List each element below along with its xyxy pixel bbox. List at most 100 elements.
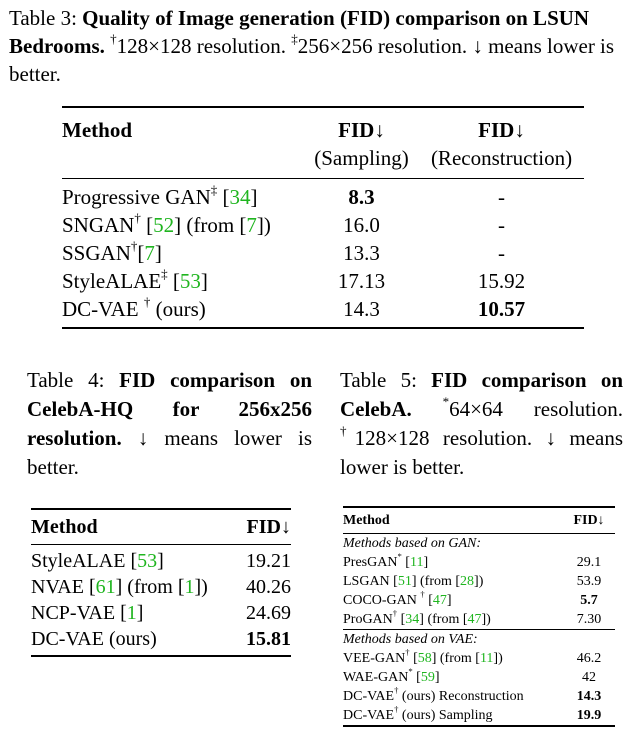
method-name: DC-VAE [343,708,395,723]
table4-caption-bold: FID comparison on CelebA-HQ for 256x256 … [27,368,313,450]
table-row: DC-VAE (ours) 15.81 [31,626,291,657]
table4-caption-prefix: Table 4: [27,368,105,392]
table-row: DC-VAE † (ours) 14.3 10.57 [62,295,584,329]
citation-link[interactable]: 7 [144,241,155,265]
method-name: LSGAN [343,574,390,589]
fid-value: 14.3 [576,689,602,704]
method-name: StyleALAE [62,269,162,293]
method-name: PresGAN [343,555,398,570]
citation-link[interactable]: 11 [479,651,494,666]
method-name: NCP-VAE [31,602,116,624]
method-name: WAE-GAN [343,670,409,685]
table4-caption-tail: ↓ means lower is better. [27,426,312,479]
citation-link[interactable]: 59 [420,670,435,685]
citation-link[interactable]: 7 [246,213,257,237]
table-row: PresGAN* [11] 29.1 [343,552,615,572]
table5-group-gan: Methods based on GAN: [343,533,615,553]
table3-header-fid-reconstruction: FID↓ [419,106,584,144]
method-name: StyleALAE [31,550,126,572]
table-row: Progressive GAN‡ [34] 8.3 - [62,178,584,211]
table5-caption-prefix: Table 5: [340,368,417,392]
citation-link[interactable]: 52 [153,213,175,237]
table4-header-fid: FID↓ [238,508,291,545]
fid-value: 15.81 [246,628,291,650]
table3-header-method: Method [62,106,304,144]
table5-caption-note-dagger: 128×128 resolution. [354,426,533,450]
table5-header-method: Method [343,506,563,534]
citation-link[interactable]: 47 [467,612,482,627]
table5: Method FID↓ Methods based on GAN: PresGA… [343,506,615,727]
table3-header-sampling-sub: (Sampling) [314,145,409,170]
citation-link[interactable]: 47 [432,593,447,608]
citation-link[interactable]: 53 [179,269,201,293]
fid-value: 46.2 [576,651,602,666]
fid-value: 13.3 [343,241,380,265]
fid-value: 10.57 [477,297,526,321]
fid-value: 7.30 [576,612,602,627]
citation-link[interactable]: 53 [137,550,158,572]
table-row: NVAE [61] (from [1]) 40.26 [31,576,291,598]
method-name: COCO-GAN [343,593,417,608]
table4: Method FID↓ StyleALAE [53] 19.21 NVAE [6… [31,508,291,657]
fid-value: - [498,213,505,237]
fid-value: - [498,241,505,265]
fid-value: 40.26 [246,576,291,598]
table3-header-fid-sampling: FID↓ [304,106,419,144]
method-name: Progressive GAN [62,185,211,209]
table5-caption-tail: ↓ means lower is better. [340,426,624,479]
table-row: ProGAN† [34] (from [47]) 7.30 [343,609,615,630]
fid-value: 17.13 [337,269,386,293]
method-name: DC-VAE [343,689,395,704]
table5-caption: Table 5: FID comparison on CelebA. *64×6… [340,368,624,479]
table-row: VEE-GAN† [58] (from [11]) 46.2 [343,648,615,668]
citation-link[interactable]: 1 [184,576,195,598]
table3-caption-bold: Quality of Image generation (FID) compar… [9,6,590,58]
citation-link[interactable]: 11 [409,555,424,570]
method-name: SSGAN [62,241,131,265]
table-row: LSGAN [51] (from [28]) 53.9 [343,572,615,591]
citation-link[interactable]: 51 [397,574,412,589]
table-row: StyleALAE [53] 19.21 [31,544,291,574]
fid-value: 14.3 [304,295,419,329]
fid-value: 15.92 [477,269,526,293]
fid-value: 24.69 [246,602,291,624]
method-name: NVAE [31,576,84,598]
table4-caption: Table 4: FID comparison on CelebA-HQ for… [27,366,312,482]
fid-value: 19.9 [576,708,602,723]
table3-caption-prefix: Table 3: [9,6,77,30]
table3-caption: Table 3: Quality of Image generation (FI… [9,6,615,86]
table4-header-method: Method [31,508,239,545]
citation-link[interactable]: 28 [460,574,475,589]
table-row: StyleALAE‡ [53] 17.13 15.92 [62,267,584,295]
citation-link[interactable]: 1 [126,602,137,624]
fid-value: 5.7 [580,593,598,608]
table5-header-fid: FID↓ [563,506,615,534]
citation-link[interactable]: 58 [417,651,432,666]
fid-value: 8.3 [348,185,375,209]
table5-caption-note-star: 64×64 resolution. [449,397,623,421]
method-name: VEE-GAN [343,651,406,666]
table5-group-vae: Methods based on VAE: [343,629,615,649]
citation-link[interactable]: 34 [229,185,251,209]
table-row: SSGAN†[7] 13.3 - [62,239,584,267]
citation-link[interactable]: 34 [405,612,420,627]
table-row: COCO-GAN † [47] 5.7 [343,589,598,608]
table-row: DC-VAE† (ours) Reconstruction 14.3 [343,685,602,704]
table3-caption-tail: ↓ means lower is better. [9,34,615,86]
method-name: SNGAN [62,213,135,237]
method-name: ProGAN [343,612,393,627]
table3-caption-note-ddagger: 256×256 resolution. [297,34,468,58]
table3: Method FID↓ FID↓ (Sampling) (Reconstruct… [62,106,584,329]
fid-value: 53.9 [576,574,602,589]
table-row: SNGAN† [52] (from [7]) 16.0 - [62,211,584,239]
table3-caption-note-dagger: 128×128 resolution. [116,34,286,58]
fid-value: 29.1 [576,555,602,570]
table-row: NCP-VAE [1] 24.69 [31,602,291,624]
method-name: DC-VAE (ours) [31,626,239,657]
fid-value: 16.0 [343,213,380,237]
method-name: DC-VAE [62,297,139,321]
fid-value: 42 [582,670,596,685]
table3-header-reconstruction-sub: (Reconstruction) [430,145,573,170]
citation-link[interactable]: 61 [95,576,116,598]
table5-caption-bold: FID comparison on CelebA. [340,368,624,421]
